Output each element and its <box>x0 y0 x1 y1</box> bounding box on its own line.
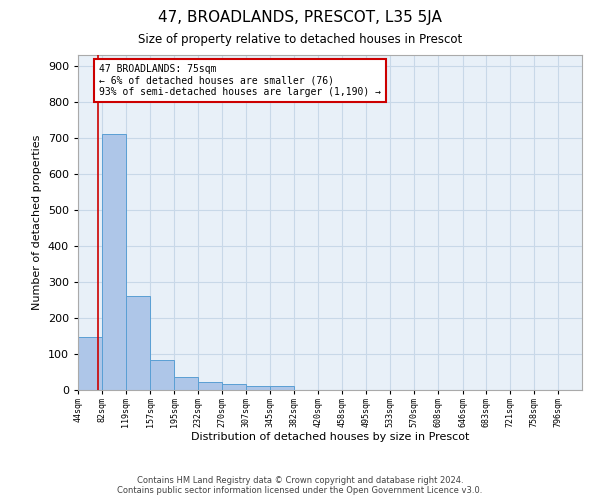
Text: 47 BROADLANDS: 75sqm
← 6% of detached houses are smaller (76)
93% of semi-detach: 47 BROADLANDS: 75sqm ← 6% of detached ho… <box>99 64 381 97</box>
Bar <box>78 336 101 390</box>
Y-axis label: Number of detached properties: Number of detached properties <box>32 135 42 310</box>
Bar <box>198 382 222 390</box>
Text: Contains HM Land Registry data © Crown copyright and database right 2024.
Contai: Contains HM Land Registry data © Crown c… <box>118 476 482 495</box>
Bar <box>150 360 174 390</box>
Bar <box>270 386 294 390</box>
X-axis label: Distribution of detached houses by size in Prescot: Distribution of detached houses by size … <box>191 432 469 442</box>
Bar <box>223 384 246 390</box>
Bar <box>102 134 126 390</box>
Bar <box>246 386 269 390</box>
Bar <box>126 296 149 390</box>
Text: Size of property relative to detached houses in Prescot: Size of property relative to detached ho… <box>138 32 462 46</box>
Bar <box>175 378 198 390</box>
Text: 47, BROADLANDS, PRESCOT, L35 5JA: 47, BROADLANDS, PRESCOT, L35 5JA <box>158 10 442 25</box>
